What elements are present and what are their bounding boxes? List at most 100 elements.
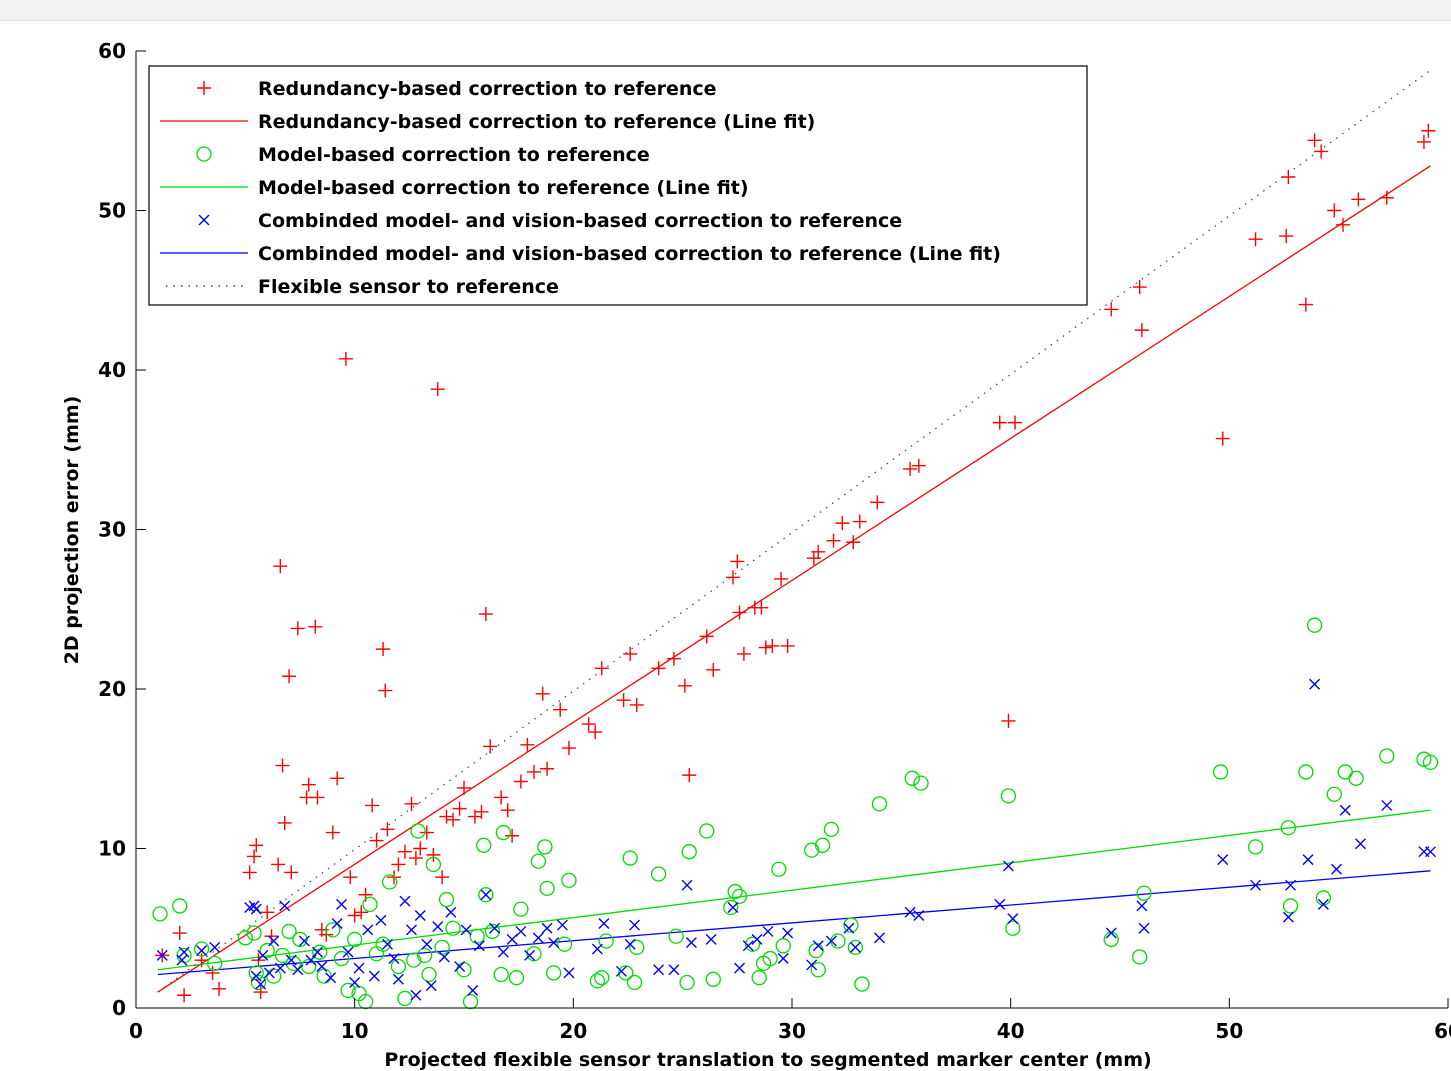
combined-point [325,972,337,984]
combined-point [438,951,450,963]
model-point [854,976,870,992]
redundancy-point [494,790,509,805]
model-point [1379,748,1395,764]
combined-point [843,922,855,934]
redundancy-point [249,838,264,853]
combined-point [1381,799,1393,811]
model-point [843,917,859,933]
model-point [526,946,542,962]
y-tick-label: 50 [98,199,126,223]
model-point [397,990,413,1007]
combined-point [349,976,361,988]
redundancy-point [535,686,550,701]
redundancy-point [264,929,279,944]
model-point [1422,754,1439,771]
legend-marker-swatch [197,81,211,95]
redundancy-point [369,833,384,848]
model-point [410,823,426,839]
model-point [425,856,442,873]
redundancy-point [474,804,489,819]
combined-point [506,933,518,945]
redundancy-point [754,600,769,615]
combined-point [727,902,739,914]
redundancy-point [439,809,454,824]
redundancy-point [1279,229,1294,244]
redundancy-point [725,570,740,585]
combined-point [812,940,824,952]
redundancy-point [426,847,441,862]
model-point [513,901,529,917]
combined-point [432,921,444,933]
combined-point [541,922,553,934]
combined-point [353,962,365,974]
x-tick-label: 10 [341,1019,369,1043]
redundancy-point [526,764,541,779]
redundancy-point [457,780,471,795]
model-point [1326,786,1342,802]
model-point [362,896,378,912]
combined-point [705,933,717,945]
combined-point [399,895,411,907]
combined-point [668,964,680,976]
redundancy-point [623,646,638,661]
redundancy-point [594,661,609,676]
legend-item: Redundancy-based correction to reference [197,78,717,100]
fit-line-0 [157,165,1431,993]
model-point [246,925,262,941]
redundancy-point [413,841,428,856]
redundancy-point [903,461,918,476]
combined-point [336,898,348,910]
combined-point [421,938,433,950]
redundancy-point [616,693,631,708]
redundancy-point [1307,133,1322,148]
redundancy-point [629,697,644,712]
model-point [152,906,168,922]
combined-point [524,949,536,961]
legend-label: Combinded model- and vision-based correc… [258,210,902,232]
legend-item: Combinded model- and vision-based correc… [160,243,1001,265]
legend-label: Redundancy-based correction to reference [258,78,717,100]
redundancy-point [452,801,467,816]
y-tick-label: 30 [98,518,126,542]
model-point [699,823,715,839]
combined-point [248,900,260,912]
redundancy-point [282,669,297,684]
combined-point [362,924,374,936]
model-point [1247,839,1264,855]
redundancy-point [520,737,535,752]
combined-point [445,906,457,918]
redundancy-point [811,544,826,559]
model-point [390,958,407,975]
model-point [814,837,831,853]
combined-point [624,938,636,950]
redundancy-point [205,965,220,980]
model-point [810,962,826,978]
redundancy-point [277,815,292,830]
redundancy-point [677,678,692,693]
combined-point [849,941,861,953]
model-point [913,775,929,791]
model-point [775,938,791,954]
combined-point [1007,913,1019,925]
model-point [744,936,761,952]
combined-point [591,943,603,955]
model-point [650,866,667,882]
redundancy-point [284,865,299,880]
x-tick-label: 60 [1434,1019,1451,1043]
y-tick-label: 60 [98,39,126,63]
redundancy-point [478,607,493,622]
series-redundancy [155,123,1436,1003]
combined-point [196,945,208,957]
model-point [493,966,509,983]
redundancy-point [391,857,406,872]
top-bar [0,0,1451,21]
redundancy-point [1001,713,1016,728]
redundancy-point [588,725,603,740]
combined-point [825,935,837,947]
model-point [292,931,308,948]
redundancy-point [408,851,423,866]
redundancy-point [758,640,773,655]
redundancy-point [500,803,515,818]
redundancy-point [419,825,434,840]
